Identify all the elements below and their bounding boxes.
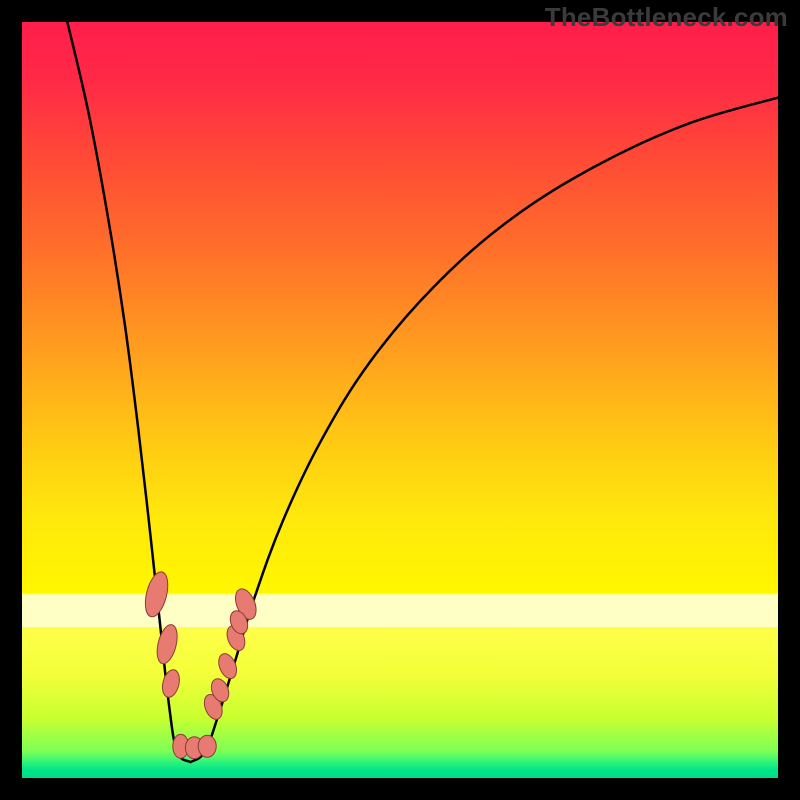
plot-area [22, 22, 778, 778]
data-marker [154, 623, 181, 666]
chart-frame: TheBottleneck.com [0, 0, 800, 800]
data-marker [198, 735, 216, 757]
watermark-text: TheBottleneck.com [545, 2, 788, 33]
chart-svg [22, 22, 778, 778]
data-marker [160, 668, 182, 699]
data-marker [141, 570, 172, 619]
markers-group [141, 570, 260, 759]
